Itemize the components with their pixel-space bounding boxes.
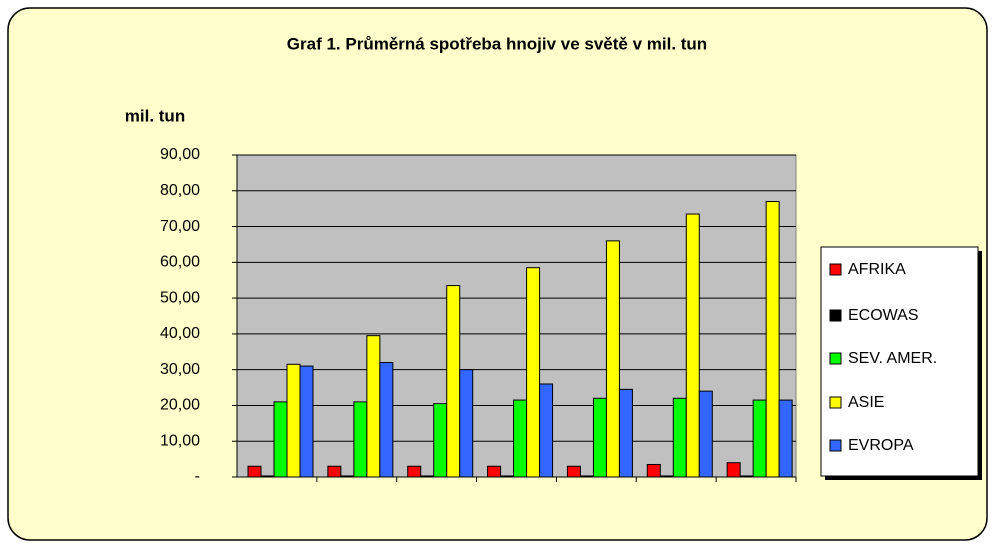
bar xyxy=(327,465,342,478)
bar xyxy=(247,465,262,478)
y-tick-label: 90,00 xyxy=(160,146,200,163)
bar xyxy=(605,240,620,478)
y-tick-label: 60,00 xyxy=(160,254,200,271)
legend-swatch xyxy=(829,396,842,409)
legend-swatch xyxy=(829,439,842,452)
bar xyxy=(513,399,528,478)
y-tick-label: - xyxy=(195,468,200,485)
y-tick-label: 50,00 xyxy=(160,289,200,306)
bar xyxy=(618,388,633,478)
bar xyxy=(366,335,381,478)
bar xyxy=(592,397,607,478)
bar xyxy=(459,369,474,478)
bar xyxy=(646,463,661,478)
bar xyxy=(566,465,581,478)
legend-label: SEV. AMER. xyxy=(848,350,937,367)
y-tick-label: 70,00 xyxy=(160,218,200,235)
legend-label: EVROPA xyxy=(848,437,914,454)
bar xyxy=(526,267,541,478)
bar xyxy=(539,383,554,478)
bar xyxy=(726,462,741,478)
bar xyxy=(446,285,461,478)
legend xyxy=(820,246,979,477)
legend-label: ECOWAS xyxy=(848,307,919,324)
y-tick-label: 10,00 xyxy=(160,432,200,449)
bar xyxy=(420,475,435,478)
bar xyxy=(353,401,368,478)
bar xyxy=(407,465,422,478)
y-tick-label: 80,00 xyxy=(160,182,200,199)
bar xyxy=(340,475,355,478)
legend-swatch xyxy=(829,352,842,365)
bar xyxy=(260,475,275,478)
bar xyxy=(286,363,301,478)
bar xyxy=(579,475,594,478)
bar xyxy=(698,390,713,478)
bar xyxy=(752,399,767,478)
bar xyxy=(739,475,754,478)
y-axis-label: mil. tun xyxy=(125,106,185,125)
bar xyxy=(778,399,793,478)
legend-swatch xyxy=(829,263,842,276)
legend-swatch xyxy=(829,309,842,322)
chart-title: Graf 1. Průměrná spotřeba hnojiv ve svět… xyxy=(287,34,707,53)
legend-label: AFRIKA xyxy=(848,261,906,278)
y-tick-label: 40,00 xyxy=(160,325,200,342)
bar xyxy=(765,201,780,478)
bar xyxy=(685,213,700,478)
bar xyxy=(433,403,448,478)
y-tick-label: 30,00 xyxy=(160,361,200,378)
bar xyxy=(379,362,394,478)
bar xyxy=(672,397,687,478)
bar xyxy=(659,475,674,478)
y-tick-label: 20,00 xyxy=(160,397,200,414)
bar xyxy=(299,365,314,478)
bar xyxy=(500,475,515,478)
bar xyxy=(487,465,502,478)
bar xyxy=(273,401,288,478)
legend-label: ASIE xyxy=(848,394,884,411)
